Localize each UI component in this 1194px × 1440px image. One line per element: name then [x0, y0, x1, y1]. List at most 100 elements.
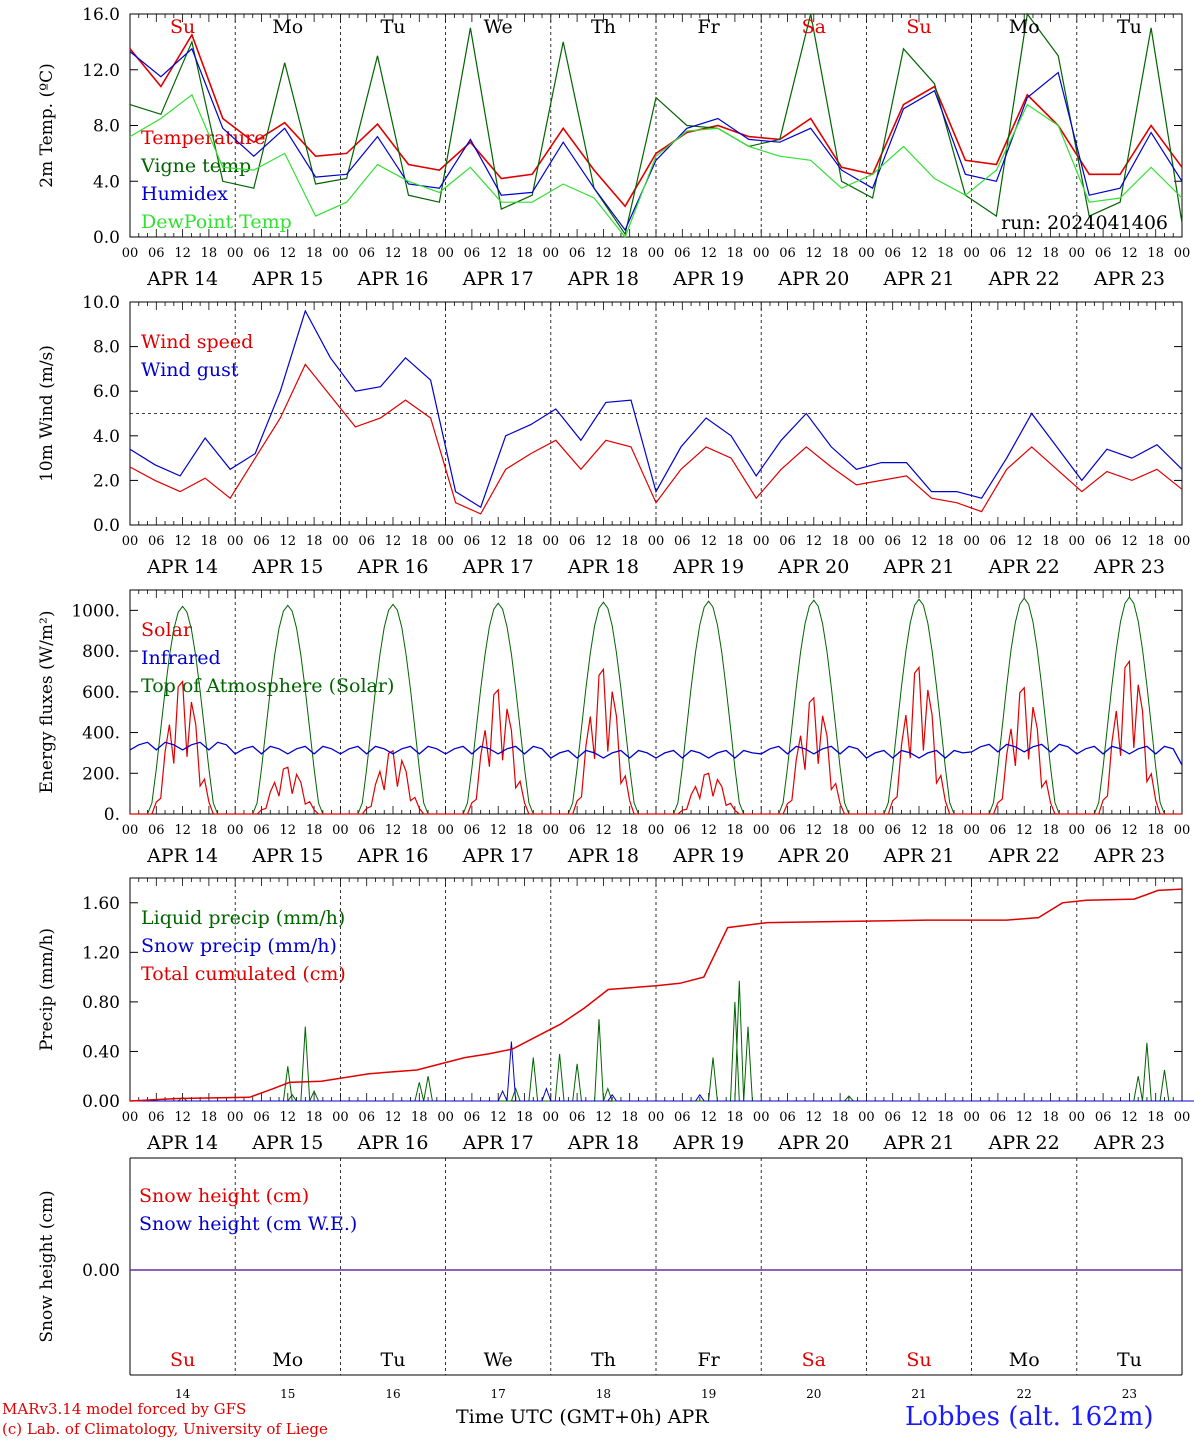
day-number-label: 20 [806, 1387, 821, 1401]
x-hour-label: 06 [674, 534, 691, 549]
x-hour-label: 12 [1121, 823, 1138, 838]
x-hour-label: 00 [1174, 823, 1191, 838]
x-hour-label: 12 [1016, 823, 1033, 838]
x-hour-label: 00 [437, 534, 454, 549]
day-number-label: 17 [491, 1387, 506, 1401]
legend-entry: Humidex [141, 183, 228, 205]
x-hour-label: 18 [727, 534, 744, 549]
series-line [130, 659, 1182, 815]
x-hour-label: 18 [621, 1110, 638, 1125]
x-hour-label: 18 [832, 1110, 849, 1125]
y-tick-label: 800. [82, 642, 120, 662]
y-tick-label: 0.00 [82, 1261, 120, 1281]
legend-entry: Wind speed [141, 331, 253, 353]
x-hour-label: 12 [911, 1110, 928, 1125]
weekday-label: Th [591, 1349, 616, 1371]
x-hour-label: 06 [148, 1110, 165, 1125]
legend-entry: DewPoint Temp [141, 211, 292, 233]
x-date-label: APR 16 [356, 845, 428, 867]
x-date-label: APR 15 [251, 845, 323, 867]
x-hour-label: 00 [332, 246, 349, 261]
x-hour-label: 06 [779, 246, 796, 261]
y-tick-label: 0. [104, 805, 120, 825]
x-hour-label: 06 [464, 246, 481, 261]
legend-entry: Solar [141, 619, 193, 641]
y-tick-label: 16.0 [82, 5, 120, 25]
day-number-label: 15 [280, 1387, 295, 1401]
legend-entry: Vigne temp [140, 155, 251, 177]
x-hour-label: 18 [621, 823, 638, 838]
x-hour-label: 18 [727, 1110, 744, 1125]
x-hour-label: 18 [1042, 534, 1059, 549]
x-hour-label: 00 [543, 246, 560, 261]
x-date-label: APR 22 [988, 1132, 1060, 1154]
x-hour-label: 06 [1095, 1110, 1112, 1125]
x-hour-label: 06 [253, 534, 270, 549]
x-hour-label: 06 [569, 1110, 586, 1125]
x-hour-label: 12 [1016, 246, 1033, 261]
x-hour-label: 12 [806, 534, 823, 549]
x-hour-label: 06 [464, 1110, 481, 1125]
y-tick-label: 8.0 [93, 338, 120, 358]
x-hour-label: 18 [832, 823, 849, 838]
x-date-label: APR 22 [988, 268, 1060, 290]
panel-2: 0.0 2.0 4.0 6.0 8.0 10.0 10m Wind (m/s) 00 06 12 1… [37, 293, 1190, 578]
weekday-label: Tu [381, 1349, 406, 1371]
x-hour-label: 00 [963, 534, 980, 549]
x-hour-label: 12 [700, 246, 717, 261]
x-hour-label: 06 [358, 1110, 375, 1125]
x-hour-label: 00 [753, 1110, 770, 1125]
x-hour-label: 12 [280, 246, 297, 261]
x-hour-label: 18 [1147, 1110, 1164, 1125]
weekday-label: Fr [697, 1349, 720, 1371]
legend-entry: Snow height (cm) [139, 1185, 309, 1207]
x-hour-label: 18 [306, 534, 323, 549]
legend-entry: Liquid precip (mm/h) [141, 907, 345, 929]
x-hour-label: 12 [280, 823, 297, 838]
weekday-label: We [484, 16, 513, 38]
x-hour-label: 06 [358, 823, 375, 838]
y-tick-label: 2.0 [93, 471, 120, 491]
weekday-label: Tu [1117, 16, 1142, 38]
x-hour-label: 12 [1121, 1110, 1138, 1125]
x-hour-label: 00 [227, 823, 244, 838]
weekday-label: We [484, 1349, 513, 1371]
x-hour-label: 18 [516, 534, 533, 549]
weekday-label: Th [591, 16, 616, 38]
x-date-label: APR 17 [462, 556, 534, 578]
x-hour-label: 00 [122, 823, 139, 838]
x-hour-label: 12 [1121, 246, 1138, 261]
x-date-label: APR 22 [988, 556, 1060, 578]
series-line [129, 741, 1183, 766]
x-hour-label: 12 [595, 1110, 612, 1125]
x-hour-label: 12 [700, 1110, 717, 1125]
x-date-label: APR 20 [777, 268, 849, 290]
x-hour-label: 00 [332, 1110, 349, 1125]
plot-frame [129, 589, 1183, 815]
x-date-label: APR 20 [777, 556, 849, 578]
weekday-label: Sa [802, 16, 826, 38]
x-hour-label: 00 [858, 823, 875, 838]
x-hour-label: 12 [700, 534, 717, 549]
y-axis-label: 10m Wind (m/s) [37, 345, 57, 482]
x-hour-label: 18 [516, 1110, 533, 1125]
y-tick-label: 1000. [71, 601, 120, 621]
x-hour-label: 18 [1147, 246, 1164, 261]
x-hour-label: 18 [937, 246, 954, 261]
x-hour-label: 00 [1174, 246, 1191, 261]
series-line [129, 93, 1183, 239]
x-date-label: APR 17 [462, 1132, 534, 1154]
x-hour-label: 06 [1095, 823, 1112, 838]
weekday-label: Mo [1009, 16, 1040, 38]
x-hour-label: 00 [753, 246, 770, 261]
x-hour-label: 06 [884, 534, 901, 549]
x-hour-label: 18 [727, 246, 744, 261]
x-hour-label: 18 [832, 246, 849, 261]
day-number-label: 16 [385, 1387, 400, 1401]
day-number-label: 23 [1122, 1387, 1137, 1401]
x-date-label: APR 23 [1093, 556, 1165, 578]
x-hour-label: 12 [911, 246, 928, 261]
x-hour-label: 06 [990, 534, 1007, 549]
x-hour-label: 12 [1121, 534, 1138, 549]
y-tick-label: 200. [82, 764, 120, 784]
